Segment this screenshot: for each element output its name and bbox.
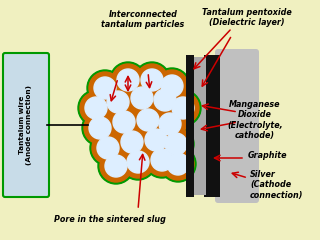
Circle shape [117, 69, 139, 91]
Text: Tantalum wire
(Anode connection): Tantalum wire (Anode connection) [20, 85, 33, 165]
Circle shape [172, 97, 194, 119]
Circle shape [165, 90, 201, 126]
Circle shape [80, 92, 112, 124]
Circle shape [116, 126, 148, 158]
Circle shape [140, 124, 172, 156]
Text: Graphite: Graphite [248, 150, 287, 160]
Circle shape [159, 113, 181, 135]
Circle shape [84, 112, 116, 144]
Circle shape [141, 69, 163, 91]
Circle shape [156, 70, 188, 102]
Circle shape [89, 117, 111, 139]
Circle shape [114, 124, 150, 160]
Text: Interconnected
tantalum particles: Interconnected tantalum particles [101, 10, 185, 30]
Circle shape [120, 144, 156, 180]
Bar [204, 55, 220, 197]
Circle shape [131, 87, 153, 109]
Circle shape [146, 144, 178, 176]
Text: Pore in the sintered slug: Pore in the sintered slug [54, 215, 166, 224]
Circle shape [121, 131, 143, 153]
Circle shape [108, 106, 140, 138]
Circle shape [151, 149, 173, 171]
Circle shape [138, 122, 174, 158]
Circle shape [122, 146, 154, 178]
Circle shape [100, 150, 132, 182]
Circle shape [85, 97, 107, 119]
Circle shape [87, 70, 123, 106]
Circle shape [167, 92, 199, 124]
Circle shape [162, 148, 194, 180]
Circle shape [154, 68, 190, 104]
Circle shape [94, 77, 116, 99]
Circle shape [160, 146, 196, 182]
Circle shape [105, 155, 127, 177]
Text: Manganese
Dioxide
(Electrolyte,
cathode): Manganese Dioxide (Electrolyte, cathode) [227, 100, 283, 140]
Circle shape [107, 91, 129, 113]
Circle shape [124, 80, 160, 116]
Circle shape [89, 72, 121, 104]
Circle shape [113, 111, 135, 133]
Circle shape [112, 64, 144, 96]
FancyBboxPatch shape [186, 55, 194, 197]
Circle shape [100, 84, 136, 120]
Circle shape [92, 132, 124, 164]
Circle shape [160, 128, 192, 160]
Circle shape [152, 106, 188, 142]
FancyBboxPatch shape [215, 49, 259, 203]
Circle shape [147, 82, 183, 118]
Circle shape [158, 126, 194, 162]
Circle shape [165, 133, 187, 155]
Circle shape [90, 130, 126, 166]
Circle shape [154, 89, 176, 111]
Text: Tantalum pentoxide
(Dielectric layer): Tantalum pentoxide (Dielectric layer) [202, 8, 292, 27]
Circle shape [134, 62, 170, 98]
Circle shape [149, 84, 181, 116]
Circle shape [126, 82, 158, 114]
Circle shape [132, 104, 164, 136]
Circle shape [102, 86, 134, 118]
Circle shape [145, 129, 167, 151]
Circle shape [127, 151, 149, 173]
Circle shape [97, 137, 119, 159]
Circle shape [130, 102, 166, 138]
FancyBboxPatch shape [3, 53, 49, 197]
Circle shape [110, 62, 146, 98]
Circle shape [82, 110, 118, 146]
Bar [190, 57, 206, 195]
Circle shape [78, 90, 114, 126]
Circle shape [144, 142, 180, 178]
Circle shape [167, 153, 189, 175]
Circle shape [98, 148, 134, 184]
Circle shape [136, 64, 168, 96]
Circle shape [106, 104, 142, 140]
Circle shape [161, 75, 183, 97]
Circle shape [137, 109, 159, 131]
Text: Silver
(Cathode
connection): Silver (Cathode connection) [250, 170, 303, 200]
Circle shape [154, 108, 186, 140]
